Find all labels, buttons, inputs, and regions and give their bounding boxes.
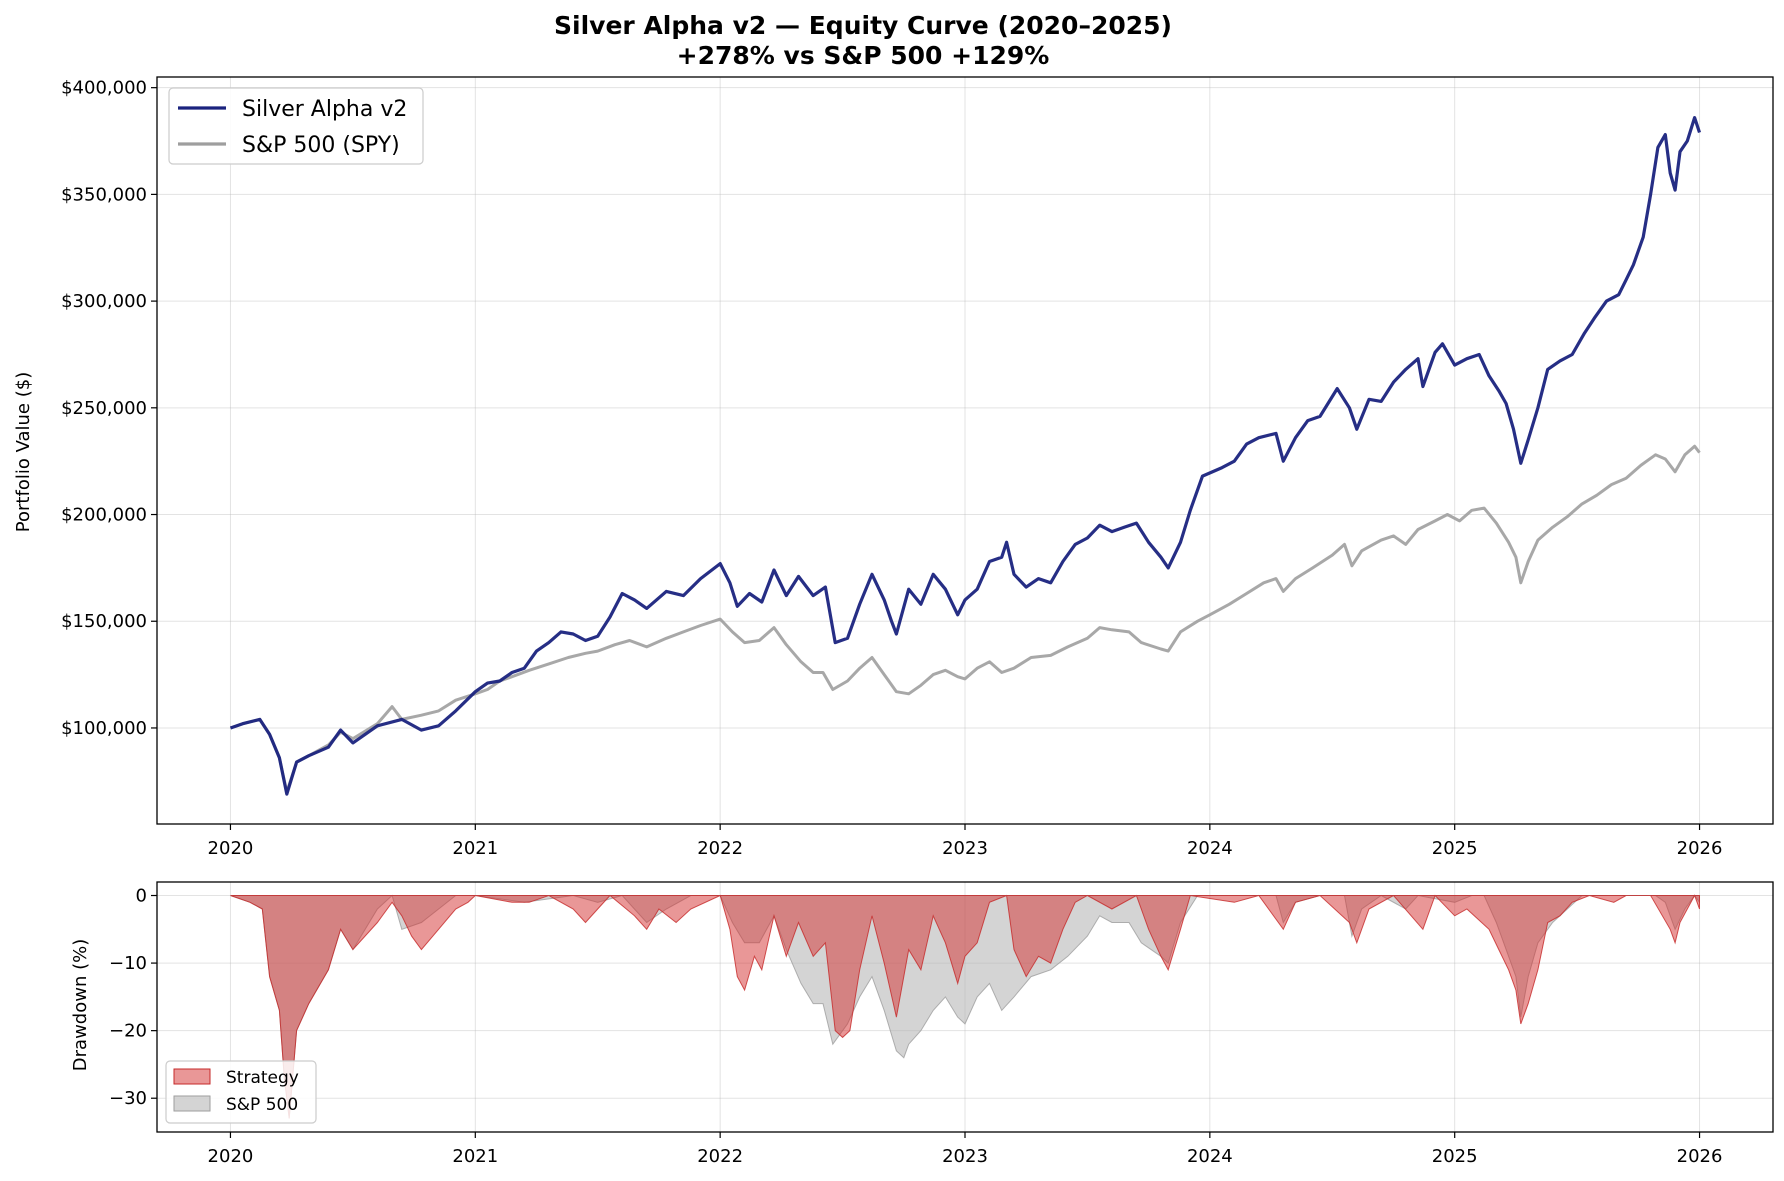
- equity-y-tick-label: $250,000: [61, 398, 147, 419]
- equity-curve-panel: 2020 2021 2022 2023 2024 2025 2026 $100,000 $150…: [61, 76, 1774, 859]
- legend-swatch-strategy-dd: [173, 1068, 211, 1085]
- drawdown-y-tick-label: −30: [109, 1088, 147, 1109]
- equity-x-tick-label: 2024: [1187, 838, 1233, 859]
- equity-x-tick-label: 2022: [697, 838, 743, 859]
- equity-y-tick-label: $350,000: [61, 184, 147, 205]
- equity-y-tick-label: $400,000: [61, 78, 147, 99]
- legend-label-sp500-dd: S&P 500: [226, 1095, 298, 1115]
- drawdown-y-tick-label: −10: [109, 953, 147, 974]
- drawdown-x-tick-label: 2021: [452, 1146, 498, 1167]
- strategy-drawdown-area: [230, 894, 1700, 1119]
- equity-legend-box: [168, 87, 424, 165]
- equity-x-tick-label: 2026: [1677, 838, 1723, 859]
- drawdown-panel: 2020 2021 2022 2023 2024 2025 2026 0 −10 −20 −30 St…: [109, 881, 1774, 1167]
- strategy-equity-line: [229, 116, 1702, 796]
- equity-x-tick-label: 2025: [1432, 838, 1478, 859]
- equity-y-tick-label: $300,000: [61, 291, 147, 312]
- equity-y-tick-label: $150,000: [61, 611, 147, 632]
- equity-y-axis-label: Portfolio Value ($): [13, 372, 34, 532]
- drawdown-axes-frame: [156, 881, 1774, 1133]
- drawdown-x-tick-label: 2022: [697, 1146, 743, 1167]
- legend-label-strategy: Silver Alpha v2: [242, 97, 407, 122]
- equity-plot-area: [157, 77, 1773, 824]
- legend-label-sp500: S&P 500 (SPY): [242, 133, 400, 158]
- equity-axes-frame: [156, 76, 1774, 825]
- equity-x-tick-label: 2021: [452, 838, 498, 859]
- drawdown-x-tick-label: 2020: [208, 1146, 254, 1167]
- legend-swatch-sp500-dd: [173, 1095, 211, 1112]
- equity-y-tick-label: $200,000: [61, 505, 147, 526]
- drawdown-x-tick-label: 2026: [1677, 1146, 1723, 1167]
- equity-x-tick-label: 2023: [942, 838, 988, 859]
- chart-title-line1: Silver Alpha v2 — Equity Curve (2020–202…: [554, 11, 1172, 40]
- drawdown-legend: Strategy S&P 500: [165, 1060, 317, 1124]
- equity-legend: Silver Alpha v2 S&P 500 (SPY): [168, 87, 424, 165]
- drawdown-y-axis-label: Drawdown (%): [70, 939, 91, 1071]
- chart-title-line2: +278% vs S&P 500 +129%: [677, 41, 1050, 70]
- legend-label-strategy-dd: Strategy: [226, 1068, 299, 1088]
- equity-y-tick-label: $100,000: [61, 718, 147, 739]
- sp500-equity-line: [230, 444, 1701, 794]
- drawdown-x-tick-label: 2025: [1432, 1146, 1478, 1167]
- drawdown-x-tick-label: 2023: [942, 1146, 988, 1167]
- equity-x-tick-label: 2020: [208, 838, 254, 859]
- drawdown-x-tick-label: 2024: [1187, 1146, 1233, 1167]
- drawdown-y-tick-label: −20: [109, 1021, 147, 1042]
- drawdown-y-tick-label: 0: [136, 886, 147, 907]
